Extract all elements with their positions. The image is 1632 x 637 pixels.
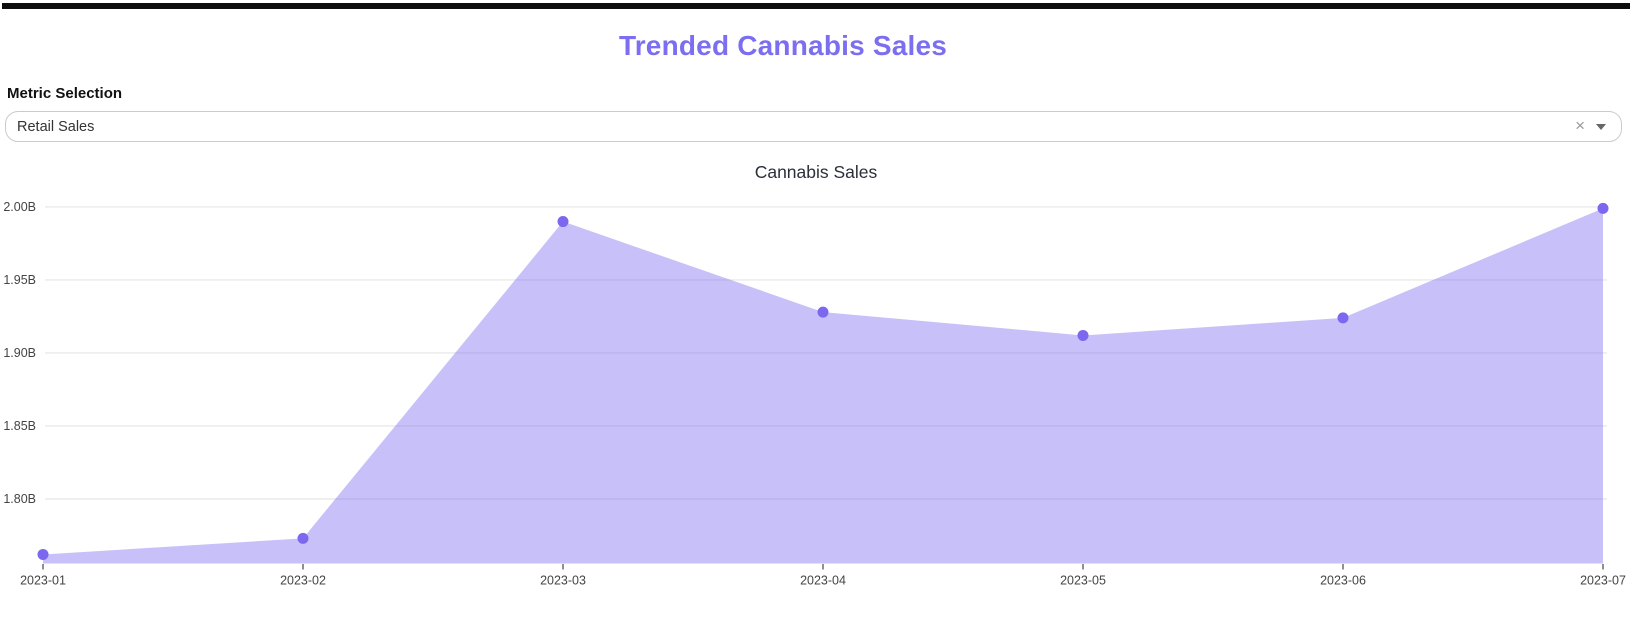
x-tick-label: 2023-07 xyxy=(1580,574,1626,588)
data-point[interactable] xyxy=(557,216,569,228)
y-tick-label: 1.95B xyxy=(3,273,36,287)
metric-selection-label: Metric Selection xyxy=(7,85,123,102)
x-tick-label: 2023-06 xyxy=(1320,574,1366,588)
y-tick-label: 2.00B xyxy=(3,200,36,214)
x-tick-label: 2023-02 xyxy=(280,574,326,588)
data-points xyxy=(37,202,1609,560)
x-tick-label: 2023-05 xyxy=(1060,574,1106,588)
chevron-down-icon[interactable] xyxy=(1596,123,1606,130)
x-tick-label: 2023-01 xyxy=(20,574,66,588)
page-title: Trended Cannabis Sales xyxy=(618,30,948,61)
y-tick-label: 1.85B xyxy=(3,419,36,433)
data-point[interactable] xyxy=(297,532,309,544)
data-point[interactable] xyxy=(1597,202,1609,214)
y-tick-label: 1.90B xyxy=(3,346,36,360)
data-point[interactable] xyxy=(37,548,49,560)
y-tick-label: 1.80B xyxy=(3,492,36,506)
data-point[interactable] xyxy=(1077,329,1089,341)
clear-icon[interactable]: × xyxy=(1575,116,1585,135)
data-point[interactable] xyxy=(1337,312,1349,324)
x-tick-label: 2023-04 xyxy=(800,574,846,588)
area-path xyxy=(43,208,1603,564)
chart-title: Cannabis Sales xyxy=(755,162,878,182)
gridlines xyxy=(45,206,1607,500)
x-tick-label: 2023-03 xyxy=(540,574,586,588)
top-divider xyxy=(2,3,1630,9)
axes: 2.00B 1.95B 1.90B 1.85B 1.80B 2023-01 2023-02 2… xyxy=(3,200,1626,588)
data-point[interactable] xyxy=(817,306,829,318)
sales-area-chart[interactable]: Cannabis Sales 2.00B 1.95B 1.90B 1.85B 1.80B… xyxy=(0,153,1632,613)
metric-dropdown[interactable]: Retail Sales × xyxy=(5,111,1622,142)
area-series xyxy=(43,208,1603,564)
metric-dropdown-value: Retail Sales xyxy=(17,118,95,135)
